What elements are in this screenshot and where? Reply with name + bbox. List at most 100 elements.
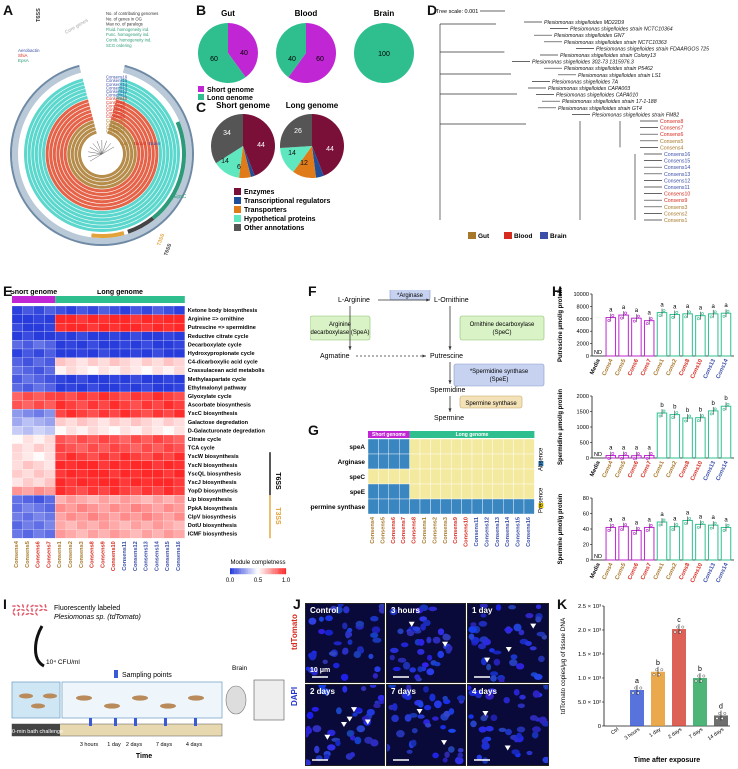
h-dot	[684, 315, 688, 319]
colorbar-step	[248, 568, 250, 575]
heatmap-cell	[76, 400, 88, 410]
colorbar-step	[246, 568, 249, 575]
source-pie-charts: Gut 40 60 Blood 60 40 Brain 100 Short genomeLong…	[198, 9, 414, 100]
nucleus-glyph	[519, 694, 526, 700]
pathway-label: ClpV biosynthesis	[188, 514, 237, 520]
heatmap-cell	[76, 477, 88, 487]
heatmap-cell	[44, 495, 56, 504]
h-category-label: Cons8	[678, 358, 691, 377]
h-category-label: Cons14	[716, 460, 731, 482]
heatmap-cell	[76, 305, 88, 315]
heatmap-cell	[33, 495, 45, 504]
heatmap-cell	[141, 460, 153, 470]
heatmap-cell	[119, 409, 131, 418]
nucleus-glyph	[306, 711, 314, 719]
heatmap-cell	[109, 512, 121, 522]
heatmap-cell	[141, 331, 153, 341]
heatmap-cell	[11, 314, 23, 324]
bacteria-glyph	[25, 613, 30, 615]
pathway-label: Ketone body biosynthesis	[188, 308, 258, 314]
heatmap-cell	[44, 503, 56, 513]
column-label: Consens11	[474, 517, 480, 547]
timepoint-label: 1 day	[107, 742, 121, 748]
nucleus-glyph	[349, 752, 355, 758]
nucleus-glyph	[524, 641, 532, 646]
timepoint-label: 3 hours	[80, 742, 99, 748]
heatmap-cell	[130, 366, 142, 375]
fish-glyph	[19, 693, 33, 699]
nucleus-glyph	[342, 647, 349, 655]
panel-letter-j: J	[293, 596, 301, 612]
colorbar-step	[274, 568, 277, 575]
colorbar-step	[277, 568, 280, 575]
matrix-cell	[388, 468, 400, 485]
heatmap-cell	[22, 460, 34, 470]
nucleus-glyph	[478, 726, 487, 733]
fish-glyph	[188, 695, 204, 701]
heatmap-cell	[76, 529, 88, 539]
pathway-label: Lip biosynthesis	[188, 497, 232, 503]
heatmap-cell	[130, 486, 142, 496]
heatmap-cell	[33, 383, 45, 393]
heatmap-cell	[76, 469, 88, 479]
legend-label: Long genome	[207, 95, 253, 100]
heatmap-cell	[98, 357, 110, 367]
heatmap-cell	[87, 348, 99, 358]
nucleus-glyph	[378, 606, 384, 614]
side-label: Aerobactin	[18, 48, 40, 53]
colorbar-step	[231, 568, 233, 575]
heatmap-cell	[173, 366, 185, 375]
heatmap-cell	[98, 426, 110, 436]
heatmap-cell	[119, 400, 131, 410]
h-dot	[658, 414, 662, 418]
matrix-cell	[409, 468, 421, 485]
matrix-cell	[440, 453, 452, 470]
heatmap-cell	[130, 348, 142, 358]
h-dot	[649, 452, 653, 455]
heatmap-cell	[44, 391, 56, 401]
legend-label: Transporters	[244, 207, 287, 214]
nucleus-glyph	[423, 686, 429, 693]
nucleus-glyph	[333, 641, 342, 646]
legend-label: Absence	[538, 447, 544, 471]
column-label: Consens13	[495, 517, 501, 547]
heatmap-cell	[141, 323, 153, 332]
heatmap-cell	[163, 314, 175, 324]
nucleus-glyph	[489, 648, 495, 653]
timepoint-marker	[134, 718, 137, 726]
heatmap-cell	[44, 314, 56, 324]
nucleus-glyph	[495, 604, 502, 611]
dendrogram-branch	[88, 151, 103, 155]
arrowhead-marker	[350, 707, 357, 713]
h-bar	[656, 412, 668, 459]
column-label: Consens11	[122, 541, 128, 571]
heatmap-cell	[163, 460, 175, 470]
h-letter: ND	[594, 452, 602, 458]
matrix-cell	[398, 438, 410, 455]
column-label: Consens12	[133, 541, 139, 571]
nucleus-glyph	[535, 604, 542, 610]
matrix-cell	[419, 438, 431, 455]
gene-label: Arginase	[338, 459, 366, 466]
heatmap-cell	[65, 331, 77, 341]
h-letter: a	[660, 512, 664, 518]
dendrogram-branch	[89, 146, 103, 155]
bacteria-glyph	[21, 612, 25, 616]
bath-label: 30-min bath challenge	[9, 729, 63, 735]
matrix-cell	[461, 498, 473, 515]
bacteria-glyph	[35, 608, 38, 612]
nucleus-glyph	[481, 738, 489, 745]
tree-leaf-label: Plesiomonas shigelloides strain GT4	[558, 106, 642, 112]
enzyme-box	[310, 315, 371, 341]
legend-label: Short genome	[207, 87, 254, 94]
heatmap-cell	[55, 434, 67, 444]
nucleus-glyph	[457, 695, 465, 701]
h-dot	[722, 407, 726, 411]
tree-leaf-label: Plesiomonas shigelloides strain FDAARGOS…	[596, 46, 709, 52]
heatmap-cell	[98, 374, 110, 384]
ring-label: Consens9	[106, 100, 126, 105]
column-label: Consens15	[516, 517, 522, 547]
heatmap-cell	[22, 495, 34, 504]
heatmap-cell	[11, 477, 23, 487]
tree-leaf-label: Consens13	[664, 172, 690, 178]
